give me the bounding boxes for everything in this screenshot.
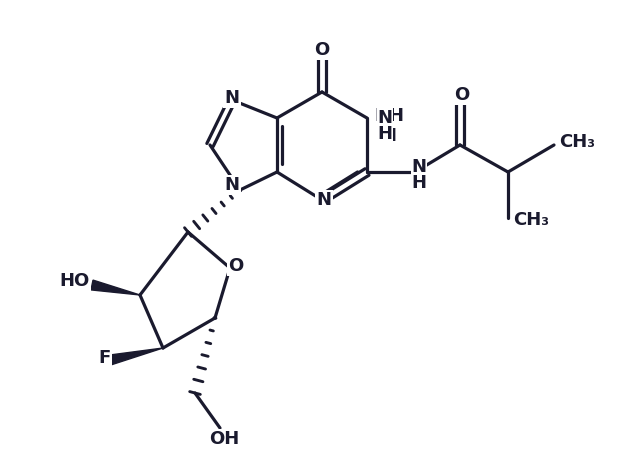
Text: NH
H: NH H [374,107,404,145]
Text: N: N [225,89,239,107]
Text: O: O [454,86,470,104]
Text: N: N [412,158,426,176]
Text: H: H [412,174,426,192]
Text: O: O [314,41,330,59]
Text: N: N [378,109,392,127]
Text: CH₃: CH₃ [513,211,549,229]
Text: H: H [378,125,392,143]
Text: O: O [228,257,244,275]
Text: OH: OH [209,430,239,448]
Text: CH₃: CH₃ [559,133,595,151]
Text: N: N [317,191,332,209]
Text: F: F [98,349,110,367]
Text: HO: HO [60,272,90,290]
Polygon shape [109,348,163,365]
Text: N: N [225,176,239,194]
Polygon shape [91,280,140,295]
